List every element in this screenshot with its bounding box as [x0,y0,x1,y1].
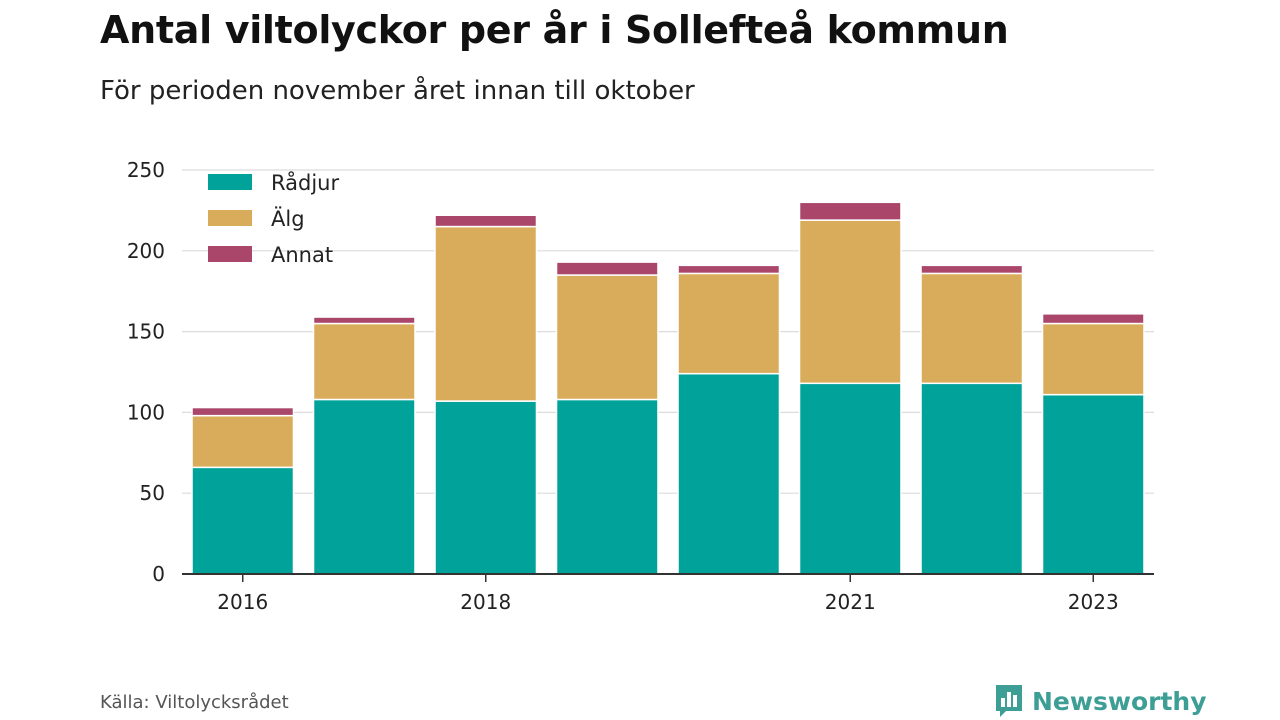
bar-segment [555,398,659,575]
x-tick-label: 2021 [825,590,876,614]
bar-segment [1041,393,1145,575]
bar-segment [434,400,538,575]
bar-segment [1041,322,1145,396]
bar-segment [312,322,416,401]
bar-segment [191,466,295,575]
bar-segment [191,406,295,417]
bar-segment [677,272,781,375]
brand-name: Newsworthy [1032,686,1207,716]
bar-segment [434,214,538,228]
x-tick-label: 2023 [1068,590,1119,614]
bar-segment [312,398,416,575]
bar-segment [920,382,1024,575]
legend-label: Rådjur [271,170,339,195]
bar-segment [555,274,659,401]
y-tick-label: 150 [127,320,165,344]
y-tick-label: 0 [152,562,165,586]
bar-segment [434,225,538,402]
bar-segment [798,201,902,221]
bar-segment [677,264,781,275]
source-note: Källa: Viltolycksrådet [100,692,289,713]
brand-logo: Newsworthy [994,683,1207,719]
y-tick-label: 100 [127,400,165,424]
bar-segment [555,261,659,276]
stacked-bar-chart: 0 50 100 150 200 250 2016 2018 2021 2023 Rådjur Älg… [127,158,1154,614]
legend-label: Annat [271,243,333,267]
y-tick-label: 250 [127,158,165,182]
bar-segment [798,382,902,575]
legend-label: Älg [271,206,305,231]
legend-swatch [208,174,252,190]
legend-swatch [208,210,252,226]
bar-segment [312,316,416,325]
bar-segment [920,264,1024,275]
x-tick-label: 2018 [460,590,511,614]
x-tick-label: 2016 [217,590,268,614]
bar-segment [920,272,1024,385]
bar-chart-logo-icon [996,685,1022,717]
y-tick-label: 50 [140,481,165,505]
bar-segment [677,372,781,575]
bar-segment [798,219,902,385]
chart-subtitle: För perioden november året innan till ok… [100,76,695,106]
legend-swatch [208,246,252,262]
bar-segment [191,414,295,469]
bar-segment [1041,313,1145,325]
chart-title: Antal viltolyckor per år i Sollefteå kom… [100,8,1009,52]
y-tick-label: 200 [127,239,165,263]
